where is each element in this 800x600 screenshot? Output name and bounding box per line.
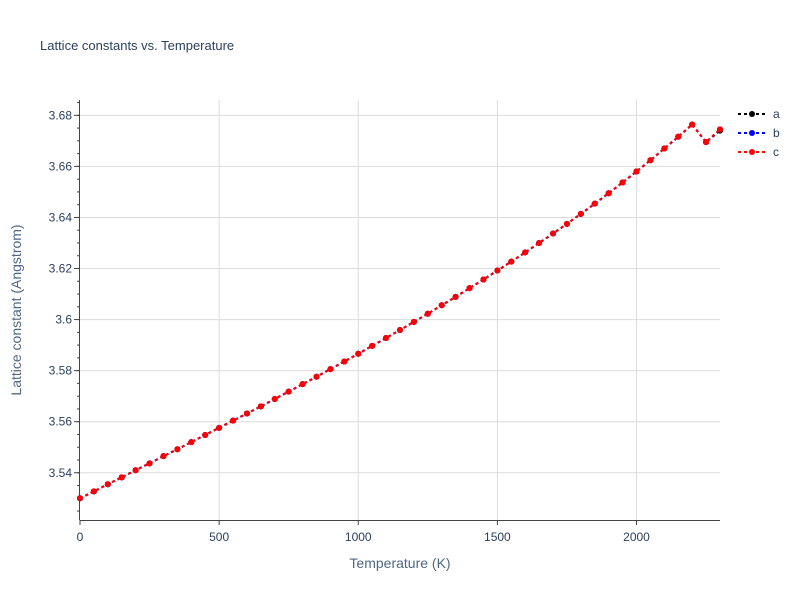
data-point-c[interactable]: [577, 210, 584, 217]
data-point-c[interactable]: [383, 334, 390, 341]
data-point-c[interactable]: [703, 139, 710, 146]
legend-label: c: [773, 145, 779, 159]
data-point-c[interactable]: [174, 446, 181, 453]
y-tick-label: 3.62: [49, 262, 73, 276]
y-tick-label: 3.58: [49, 364, 73, 378]
x-tick-label: 500: [209, 530, 229, 544]
y-tick-label: 3.66: [49, 159, 73, 173]
series-layer: [77, 121, 723, 502]
plot-area[interactable]: [80, 100, 720, 520]
data-point-c[interactable]: [508, 258, 515, 265]
x-axis-ticks: 0 500 1000 1500 2000: [77, 520, 650, 544]
y-tick-label: 3.56: [49, 415, 73, 429]
data-point-c[interactable]: [355, 350, 362, 357]
data-point-c[interactable]: [118, 474, 125, 481]
data-point-c[interactable]: [230, 417, 237, 424]
y-tick-label: 3.64: [49, 210, 73, 224]
data-point-c[interactable]: [675, 133, 682, 140]
data-point-c[interactable]: [257, 403, 264, 410]
data-point-c[interactable]: [299, 381, 306, 388]
data-point-c[interactable]: [689, 121, 696, 128]
y-axis-title: Lattice constant (Angstrom): [8, 224, 24, 395]
data-point-c[interactable]: [77, 495, 83, 502]
data-point-c[interactable]: [341, 358, 348, 365]
chart-title: Lattice constants vs. Temperature: [40, 38, 234, 53]
legend-marker: [749, 111, 755, 117]
data-point-c[interactable]: [202, 431, 209, 438]
data-point-c[interactable]: [271, 395, 278, 402]
data-point-c[interactable]: [90, 488, 97, 495]
data-point-c[interactable]: [619, 179, 626, 186]
legend-item-b[interactable]: b: [738, 126, 780, 140]
y-axis-ticks: 3.54 3.56 3.58 3.6 3.62 3.64 3.66 3.68: [49, 102, 80, 512]
plot-background[interactable]: [80, 100, 720, 520]
legend-label: b: [773, 126, 780, 140]
data-point-c[interactable]: [424, 310, 431, 317]
data-point-c[interactable]: [563, 220, 570, 227]
data-point-c[interactable]: [605, 190, 612, 197]
x-tick-label: 1500: [484, 530, 511, 544]
x-axis-title: Temperature (K): [349, 555, 450, 571]
legend-marker: [749, 149, 755, 155]
data-point-c[interactable]: [285, 388, 292, 395]
series-c: [77, 121, 723, 502]
y-tick-label: 3.6: [55, 313, 72, 327]
data-point-c[interactable]: [104, 481, 111, 488]
data-point-c[interactable]: [397, 327, 403, 334]
y-gridlines: [80, 114, 720, 474]
data-point-c[interactable]: [438, 302, 445, 309]
data-point-c[interactable]: [327, 366, 334, 373]
x-tick-label: 1000: [345, 530, 372, 544]
data-point-c[interactable]: [647, 157, 654, 164]
data-point-c[interactable]: [216, 424, 223, 431]
data-point-c[interactable]: [160, 453, 167, 460]
data-point-c[interactable]: [536, 239, 543, 246]
x-tick-label: 2000: [623, 530, 650, 544]
data-point-c[interactable]: [591, 200, 598, 207]
y-tick-label: 3.54: [49, 466, 73, 480]
legend-label: a: [773, 107, 780, 121]
data-point-c[interactable]: [132, 467, 139, 474]
legend-marker: [749, 130, 755, 136]
x-tick-label: 0: [77, 530, 84, 544]
data-point-c[interactable]: [633, 168, 640, 175]
data-point-c[interactable]: [188, 439, 195, 446]
legend-item-c[interactable]: c: [738, 145, 779, 159]
legend[interactable]: abc: [738, 107, 780, 159]
data-point-c[interactable]: [717, 126, 723, 133]
data-point-c[interactable]: [661, 145, 668, 152]
data-point-c[interactable]: [313, 373, 320, 380]
data-point-c[interactable]: [410, 318, 417, 325]
data-point-c[interactable]: [480, 276, 487, 283]
legend-item-a[interactable]: a: [738, 107, 780, 121]
data-point-c[interactable]: [243, 410, 250, 417]
y-tick-label: 3.68: [49, 108, 73, 122]
data-point-c[interactable]: [369, 342, 376, 349]
data-point-c[interactable]: [466, 285, 473, 292]
data-point-c[interactable]: [494, 267, 501, 274]
data-point-c[interactable]: [550, 230, 557, 237]
data-point-c[interactable]: [146, 460, 153, 467]
data-point-c[interactable]: [522, 249, 529, 256]
data-point-c[interactable]: [452, 293, 459, 300]
